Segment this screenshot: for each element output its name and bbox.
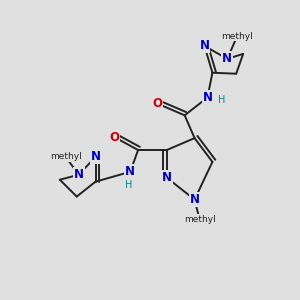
Text: N: N	[222, 52, 232, 65]
Text: methyl: methyl	[221, 32, 253, 40]
Text: N: N	[125, 165, 135, 178]
Text: N: N	[74, 168, 84, 181]
Text: H: H	[124, 180, 132, 190]
Text: methyl: methyl	[184, 215, 215, 224]
Text: N: N	[162, 171, 172, 184]
Text: N: N	[202, 91, 212, 104]
Text: O: O	[152, 97, 162, 110]
Text: H: H	[218, 95, 225, 106]
Text: O: O	[109, 130, 119, 144]
Text: N: N	[190, 193, 200, 206]
Text: N: N	[200, 40, 209, 52]
Text: N: N	[91, 150, 100, 164]
Text: methyl: methyl	[50, 152, 82, 161]
